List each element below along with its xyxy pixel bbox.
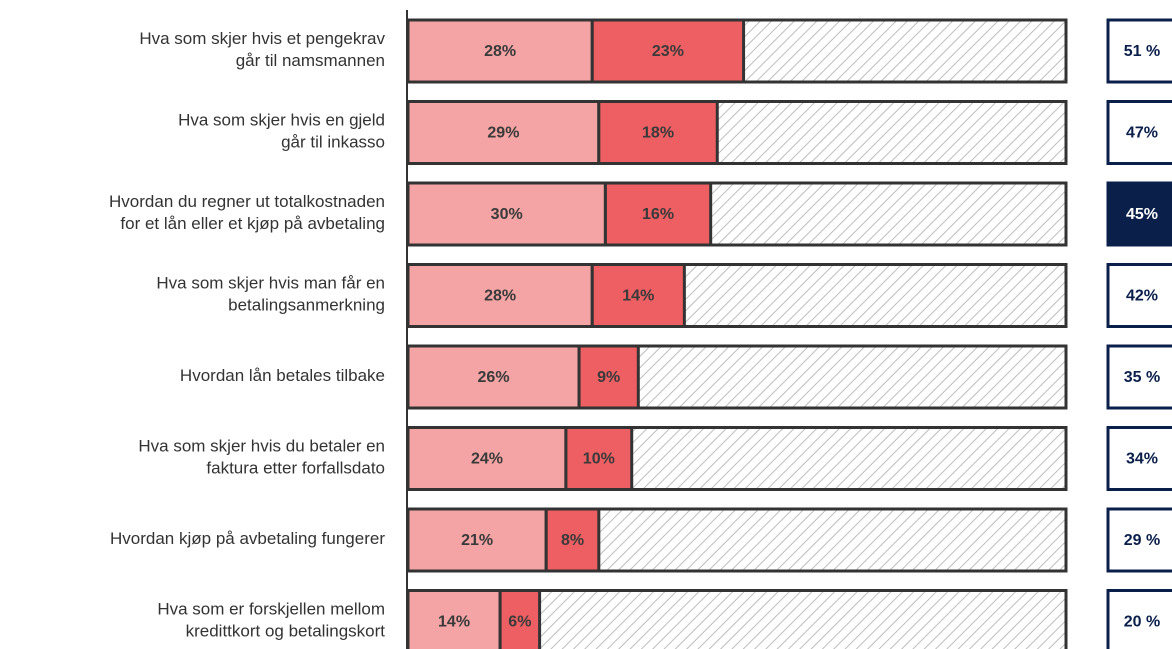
- value-label: 24%: [471, 451, 503, 468]
- bar-segment: [564, 426, 634, 491]
- category-label: Hvordan lån betales tilbake: [180, 366, 385, 385]
- total-box: [1106, 589, 1172, 649]
- total-label: 35 %: [1124, 369, 1160, 386]
- value-label: 18%: [642, 125, 674, 142]
- total-box: [1106, 344, 1172, 410]
- category-line: Hva som skjer hvis et pengekrav: [139, 29, 385, 48]
- bar-segment: [406, 426, 568, 491]
- bar-segment: [603, 181, 713, 247]
- category-line: Hvordan lån betales tilbake: [180, 366, 385, 385]
- total-box: [1106, 263, 1172, 328]
- value-label: 10%: [583, 451, 615, 468]
- value-label: 8%: [561, 532, 584, 549]
- total-box: [1106, 426, 1172, 491]
- bar-segment: [406, 344, 581, 410]
- total-label: 51 %: [1124, 43, 1160, 60]
- value-label: 29%: [487, 125, 519, 142]
- bar-segment: [406, 263, 594, 328]
- value-label: 30%: [491, 206, 523, 223]
- bar-segment: [577, 344, 640, 410]
- category-line: går til inkasso: [281, 133, 385, 152]
- total-label: 20 %: [1124, 614, 1160, 631]
- category-line: Hva som skjer hvis en gjeld: [178, 111, 385, 130]
- bar-segment: [544, 507, 601, 573]
- category-label: Hvordan kjøp på avbetaling fungerer: [110, 529, 385, 548]
- total-label: 29 %: [1124, 532, 1160, 549]
- bar-segment: [597, 100, 719, 165]
- value-label: 28%: [484, 288, 516, 305]
- category-label: Hva som skjer hvis et pengekrav går til n…: [139, 29, 385, 70]
- total-box: [1106, 18, 1172, 84]
- value-label: 28%: [484, 43, 516, 60]
- bar-segment: [406, 589, 502, 649]
- category-line: Hva som skjer hvis man får en: [156, 274, 385, 293]
- category-label: Hva som skjer hvis man får en betalingsan…: [156, 274, 385, 315]
- total-label: 34%: [1126, 451, 1158, 468]
- category-line: Hvordan du regner ut totalkostnaden: [109, 192, 385, 211]
- total-label: 45%: [1126, 206, 1158, 223]
- category-line: Hva som skjer hvis du betaler en: [138, 437, 385, 456]
- category-line: går til namsmannen: [236, 51, 385, 70]
- category-line: for et lån eller et kjøp på avbetaling: [120, 214, 385, 233]
- total-label: 47%: [1126, 125, 1158, 142]
- category-line: kredittkort og betalingskort: [186, 622, 386, 641]
- total-label: 42%: [1126, 288, 1158, 305]
- category-line: faktura etter forfallsdato: [206, 459, 385, 478]
- bar-segment: [406, 181, 607, 247]
- category-label: Hva som skjer hvis du betaler en faktura …: [138, 437, 385, 478]
- bar-segment: [498, 589, 542, 649]
- value-label: 6%: [508, 614, 531, 631]
- value-label: 26%: [478, 369, 510, 386]
- bar-segment: [406, 18, 594, 84]
- category-label: Hvordan du regner ut totalkostnaden for e…: [109, 192, 385, 233]
- category-label: Hva som skjer hvis en gjeld går til inkas…: [178, 111, 385, 152]
- value-label: 14%: [438, 614, 470, 631]
- category-line: Hva som er forskjellen mellom: [157, 600, 385, 619]
- value-label: 23%: [652, 43, 684, 60]
- value-label: 14%: [622, 288, 654, 305]
- value-label: 9%: [597, 369, 620, 386]
- category-line: betalingsanmerkning: [228, 296, 385, 315]
- value-label: 21%: [461, 532, 493, 549]
- value-label: 16%: [642, 206, 674, 223]
- total-box: [1106, 100, 1172, 165]
- category-label: Hva som er forskjellen mellom kredittkort…: [157, 600, 385, 641]
- bar-segment: [590, 263, 686, 328]
- total-box: [1106, 181, 1172, 247]
- bar-segment: [590, 18, 746, 84]
- category-line: Hvordan kjøp på avbetaling fungerer: [110, 529, 385, 548]
- total-box: [1106, 507, 1172, 573]
